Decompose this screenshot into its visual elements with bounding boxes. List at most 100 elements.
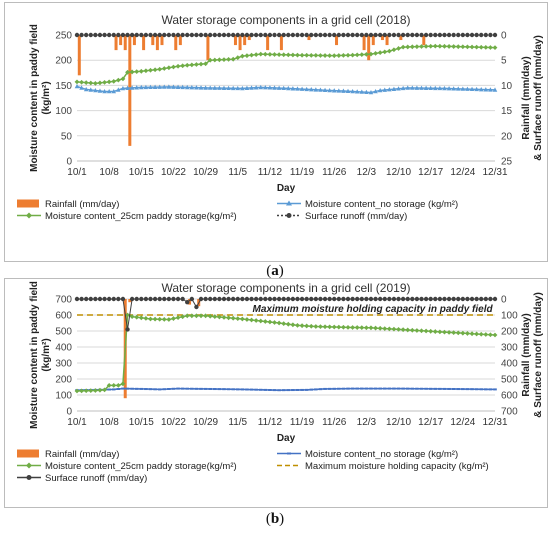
no-storage-point	[341, 88, 346, 93]
no-storage-point	[455, 86, 461, 91]
paddy-storage-point	[79, 79, 84, 85]
runoff-point	[396, 296, 401, 302]
rainfall-bar	[247, 35, 251, 41]
x-tick-label: 10/22	[161, 167, 186, 178]
paddy-storage-point	[304, 323, 310, 329]
paddy-storage-point	[267, 319, 273, 325]
paddy-storage-point	[212, 57, 218, 63]
runoff-point	[377, 32, 383, 38]
runoff-point	[139, 296, 144, 302]
no-storage-point	[410, 85, 415, 90]
runoff-point	[345, 296, 351, 302]
runoff-point	[253, 296, 259, 302]
no-storage-point	[180, 387, 185, 390]
runoff-point	[483, 296, 489, 302]
runoff-point	[235, 32, 240, 38]
y-right-tick-label: 400	[501, 359, 518, 370]
no-storage-point	[327, 87, 332, 93]
x-tick-label: 10/22	[161, 417, 186, 428]
runoff-point	[102, 296, 107, 302]
no-storage-point	[493, 388, 497, 391]
no-storage-point	[230, 85, 236, 91]
runoff-point	[143, 32, 149, 38]
y-right-tick-label: 5	[501, 56, 507, 67]
paddy-storage-point	[451, 44, 457, 49]
no-storage-point	[171, 387, 176, 390]
no-storage-point	[213, 388, 217, 391]
no-storage-point	[139, 387, 144, 390]
no-storage-point	[143, 84, 149, 90]
rainfall-bar	[178, 35, 182, 46]
x-tick-label: 12/10	[386, 167, 411, 178]
runoff-point	[203, 296, 208, 302]
paddy-storage-point	[460, 44, 466, 50]
chart-panel-b: Water storage components in a grid cell …	[4, 278, 548, 508]
paddy-storage-point	[295, 52, 300, 58]
no-storage-point	[373, 88, 378, 94]
runoff-point	[281, 296, 286, 302]
no-storage-point	[180, 84, 185, 90]
no-storage-point	[134, 85, 140, 90]
no-storage-point	[148, 388, 153, 391]
runoff-point	[318, 32, 323, 38]
runoff-point	[451, 296, 456, 302]
x-tick-label: 12/31	[482, 417, 507, 428]
paddy-storage-point	[377, 325, 383, 331]
no-storage-point	[276, 85, 282, 90]
paddy-storage-point	[331, 53, 337, 59]
no-storage-point	[377, 87, 383, 93]
no-storage-point	[277, 389, 281, 392]
no-storage-point	[451, 388, 456, 391]
caption-a-label: a	[271, 263, 279, 279]
no-storage-point	[130, 387, 134, 390]
no-storage-point	[208, 387, 213, 390]
y-left-tick-label: 700	[55, 295, 72, 306]
no-storage-point	[382, 87, 388, 92]
x-tick-label: 11/5	[228, 417, 247, 428]
no-storage-point	[478, 87, 484, 92]
no-storage-point	[272, 389, 277, 392]
runoff-point	[469, 296, 475, 302]
no-storage-point	[331, 88, 337, 93]
paddy-storage-point	[400, 44, 406, 50]
runoff-point	[368, 32, 374, 38]
y-right-tick-label: 100	[501, 311, 518, 322]
y-right-label-line1: Rainfall (mm/day)	[521, 313, 532, 396]
no-storage-point	[83, 86, 89, 92]
paddy-storage-point	[152, 316, 158, 322]
runoff-point	[185, 300, 190, 305]
no-storage-point	[74, 83, 80, 89]
no-storage-point	[295, 86, 300, 91]
no-storage-point	[327, 387, 332, 390]
legend-item: Rainfall (mm/day)	[17, 449, 119, 460]
x-tick-label: 10/8	[99, 167, 119, 178]
no-storage-point	[199, 387, 203, 390]
rainfall-bar	[128, 35, 132, 146]
runoff-point	[102, 32, 107, 38]
runoff-point	[120, 296, 126, 302]
paddy-storage-point	[295, 323, 300, 328]
runoff-point	[217, 32, 222, 38]
y-right-tick-label: 700	[501, 407, 518, 418]
paddy-storage-point	[423, 43, 429, 49]
rainfall-bar	[151, 35, 155, 46]
runoff-point	[341, 296, 346, 302]
legend-label: Maximum moisture holding capacity (kg/m²…	[305, 461, 489, 472]
paddy-storage-point	[359, 325, 365, 331]
runoff-point	[364, 296, 369, 302]
no-storage-point	[121, 387, 125, 390]
runoff-point	[295, 32, 300, 38]
paddy-storage-point	[184, 62, 190, 68]
paddy-storage-point	[318, 324, 323, 330]
runoff-point	[414, 296, 420, 302]
paddy-storage-point	[299, 323, 305, 329]
paddy-storage-point	[322, 324, 328, 330]
no-storage-point	[125, 85, 130, 90]
paddy-storage-point	[189, 313, 195, 319]
paddy-storage-point	[285, 52, 291, 58]
paddy-storage-point	[373, 50, 378, 56]
paddy-storage-point	[469, 331, 475, 337]
runoff-point	[226, 296, 231, 302]
paddy-storage-point	[88, 388, 94, 394]
paddy-storage-point	[318, 53, 323, 58]
